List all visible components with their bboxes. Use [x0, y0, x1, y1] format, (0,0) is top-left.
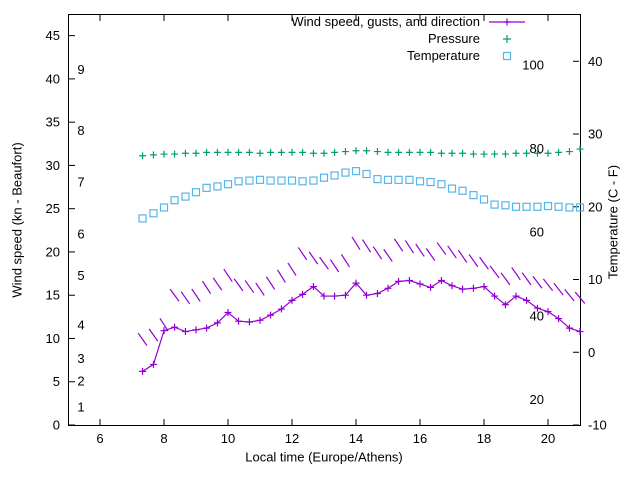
axis-tick-labels: 6 8 10 12 14 16 18 20051015202530354045-1001020… [46, 28, 607, 446]
svg-text:-10: -10 [588, 418, 607, 433]
svg-text:40: 40 [588, 54, 602, 69]
svg-text:0: 0 [588, 345, 595, 360]
wind-line-plus-sample-icon [488, 16, 526, 28]
svg-text:6: 6 [96, 431, 103, 446]
svg-text:7: 7 [77, 175, 84, 190]
x-axis-title: Local time (Europe/Athens) [245, 449, 403, 465]
y-axis-left-title: Wind speed (kn - Beaufort) [9, 142, 25, 298]
temperature-series [138, 167, 585, 223]
svg-text:20: 20 [46, 244, 60, 259]
svg-text:35: 35 [46, 115, 60, 130]
svg-text:40: 40 [46, 71, 60, 86]
svg-text:5: 5 [53, 374, 60, 389]
svg-text:8: 8 [77, 123, 84, 138]
svg-text:100: 100 [522, 57, 544, 72]
svg-text:12: 12 [285, 431, 299, 446]
legend-label-temperature: Temperature [407, 48, 480, 63]
svg-text:60: 60 [530, 225, 544, 240]
svg-text:9: 9 [77, 62, 84, 77]
temperature-square-sample-icon [488, 50, 526, 62]
pressure-plus-sample-icon [488, 33, 526, 45]
wind-speed-series [139, 277, 584, 375]
svg-text:40: 40 [530, 308, 544, 323]
svg-text:20: 20 [588, 199, 602, 214]
svg-text:30: 30 [46, 158, 60, 173]
svg-text:25: 25 [46, 201, 60, 216]
svg-text:18: 18 [477, 431, 491, 446]
plot-frame [68, 14, 581, 426]
svg-text:16: 16 [413, 431, 427, 446]
legend-item-pressure: Pressure [428, 30, 526, 47]
y-axis-right-title: Temperature (C - F) [605, 164, 621, 280]
svg-text:20: 20 [530, 392, 544, 407]
svg-text:4: 4 [77, 317, 84, 332]
svg-text:0: 0 [53, 418, 60, 433]
wind-gusts-and-direction-series [137, 236, 586, 346]
svg-text:14: 14 [349, 431, 363, 446]
svg-text:3: 3 [77, 351, 84, 366]
svg-text:2: 2 [77, 374, 84, 389]
pressure-series [139, 145, 584, 160]
svg-text:10: 10 [221, 431, 235, 446]
svg-text:20: 20 [541, 431, 555, 446]
legend-item-temperature: Temperature [407, 47, 526, 64]
legend-label-wind: Wind speed, gusts, and direction [291, 14, 480, 29]
svg-text:15: 15 [46, 288, 60, 303]
series-layer [137, 145, 586, 375]
svg-text:10: 10 [588, 272, 602, 287]
inner-right-scale-labels: 20 40 60 80 100 [522, 57, 544, 406]
svg-text:30: 30 [588, 127, 602, 142]
axis-ticks [69, 15, 579, 426]
svg-text:5: 5 [77, 268, 84, 283]
beaufort-scale-labels: 1 2 3 4 5 6 7 8 9 [77, 62, 84, 414]
legend-label-pressure: Pressure [427, 31, 480, 46]
svg-text:1: 1 [77, 400, 84, 415]
svg-text:80: 80 [530, 141, 544, 156]
svg-text:45: 45 [46, 28, 60, 43]
svg-text:8: 8 [160, 431, 167, 446]
svg-text:10: 10 [46, 331, 60, 346]
legend: Wind speed, gusts, and direction Pressur… [291, 13, 526, 64]
svg-text:6: 6 [77, 227, 84, 242]
legend-item-wind: Wind speed, gusts, and direction [291, 13, 526, 30]
